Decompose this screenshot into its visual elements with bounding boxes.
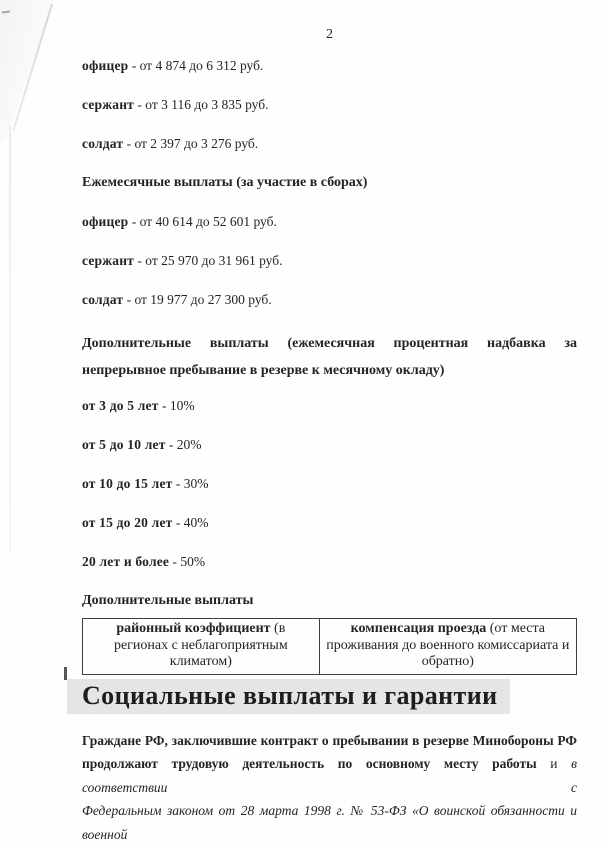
rank-label: офицер — [82, 58, 129, 73]
body-paragraph: Граждане РФ, заключившие контракт о преб… — [82, 729, 577, 847]
tenure-line-20-plus: 20 лет и более - 50% — [82, 553, 577, 570]
rank-label: сержант — [82, 97, 135, 112]
bonus-payments-heading: Дополнительные выплаты (ежемесячная проц… — [82, 336, 577, 378]
rank-label: солдат — [82, 292, 124, 307]
table-cell-travel-compensation: компенсация проезда (от места проживания… — [318, 619, 576, 674]
tenure-label: от 5 до 10 лет — [82, 437, 166, 452]
tenure-label: от 10 до 15 лет — [82, 476, 173, 491]
cell-bold-label: районный коэффициент — [116, 621, 271, 636]
rate-value: - от 2 397 до 3 276 руб. — [123, 136, 259, 151]
tenure-line-15-20: от 15 до 20 лет - 40% — [82, 514, 577, 531]
cell-text: компенсация проезда (от места проживания… — [325, 621, 571, 671]
rate-line-officer-monthly: офицер - от 40 614 до 52 601 руб. — [82, 213, 577, 230]
social-heading-row: Социальные выплаты и гарантии — [67, 675, 577, 714]
social-payments-heading: Социальные выплаты и гарантии — [67, 678, 510, 714]
scan-stray-mark — [64, 667, 67, 680]
paragraph-line-2: продолжают трудовую деятельность по осно… — [82, 752, 577, 799]
tenure-line-3-5: от 3 до 5 лет - 10% — [82, 397, 577, 414]
rate-line-soldier-daily: солдат - от 2 397 до 3 276 руб. — [82, 135, 577, 152]
rank-label: солдат — [82, 136, 124, 151]
rate-line-sergeant-monthly: сержант - от 25 970 до 31 961 руб. — [82, 252, 577, 269]
cell-text: районный коэффициент (в регионах с небла… — [88, 621, 314, 671]
tenure-label: от 3 до 5 лет — [82, 398, 159, 413]
tenure-value: - 30% — [172, 476, 209, 491]
paragraph-line-1: Граждане РФ, заключившие контракт о преб… — [82, 729, 577, 753]
rank-label: офицер — [82, 214, 129, 229]
rate-value: - от 40 614 до 52 601 руб. — [128, 214, 277, 229]
tenure-value: - 40% — [172, 515, 209, 530]
tenure-line-10-15: от 10 до 15 лет - 30% — [82, 475, 577, 492]
cell-bold-label: компенсация проезда — [350, 621, 487, 636]
rate-line-officer-daily: офицер - от 4 874 до 6 312 руб. — [82, 57, 577, 74]
tenure-line-5-10: от 5 до 10 лет - 20% — [82, 436, 577, 453]
regular-text: и — [536, 756, 572, 771]
cell-rest: (от места проживания до военного комисса… — [326, 621, 570, 669]
tenure-value: - 10% — [158, 398, 195, 413]
page-number: 2 — [326, 27, 333, 42]
additional-payments-heading: Дополнительные выплаты — [82, 593, 254, 608]
benefits-table: районный коэффициент (в регионах с небла… — [82, 618, 577, 675]
italic-text: в соответствии с — [82, 756, 577, 795]
tenure-label: 20 лет и более — [82, 554, 170, 569]
italic-text: Федеральным законом от 28 марта 1998 г. … — [82, 803, 577, 842]
rate-line-sergeant-daily: сержант - от 3 116 до 3 835 руб. — [82, 96, 577, 113]
tenure-label: от 15 до 20 лет — [82, 515, 173, 530]
paragraph-line-3: Федеральным законом от 28 марта 1998 г. … — [82, 799, 577, 846]
tenure-value: - 50% — [169, 554, 206, 569]
monthly-payments-heading: Ежемесячные выплаты (за участие в сборах… — [82, 175, 368, 190]
rank-label: сержант — [82, 253, 135, 268]
rate-value: - от 19 977 до 27 300 руб. — [123, 292, 272, 307]
rate-value: - от 25 970 до 31 961 руб. — [134, 253, 283, 268]
bold-text: продолжают трудовую деятельность по осно… — [82, 756, 537, 771]
cell-rest: (в регионах с неблагоприятным климатом) — [113, 621, 288, 669]
rate-value: - от 4 874 до 6 312 руб. — [128, 58, 264, 73]
tenure-value: - 20% — [165, 437, 202, 452]
rate-line-soldier-monthly: солдат - от 19 977 до 27 300 руб. — [82, 291, 577, 308]
rate-value: - от 3 116 до 3 835 руб. — [134, 97, 269, 112]
table-cell-regional-coefficient: районный коэффициент (в регионах с небла… — [83, 619, 319, 674]
bold-text: Граждане РФ, заключившие контракт о преб… — [82, 732, 577, 748]
